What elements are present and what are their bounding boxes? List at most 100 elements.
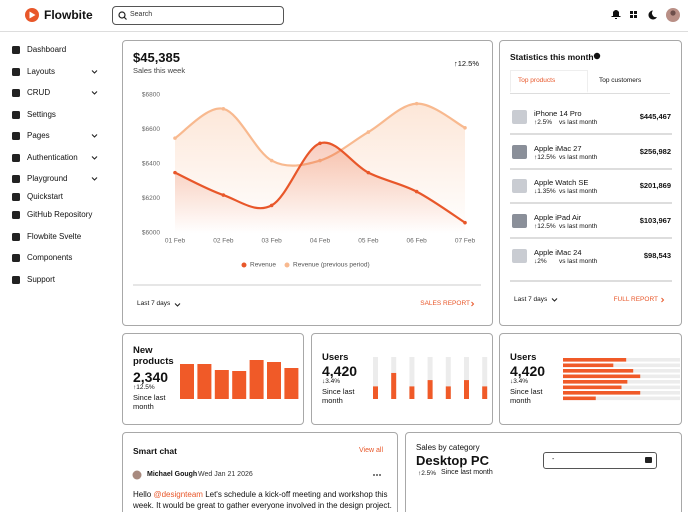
product-thumb <box>512 214 527 228</box>
card-title: Users <box>322 352 349 363</box>
link-arrow <box>471 301 475 307</box>
search-box[interactable] <box>112 6 284 25</box>
select-value[interactable]: - <box>552 456 555 463</box>
legend-marker <box>284 262 290 268</box>
sales-report-link[interactable]: SALES REPORT <box>420 300 470 307</box>
y-tick-label: $6000 <box>142 230 160 237</box>
data-point <box>414 189 419 194</box>
data-point <box>269 158 274 163</box>
product-change: ↑12.5% <box>534 154 556 161</box>
tab[interactable]: Top products <box>518 77 556 84</box>
product-price: $98,543 <box>643 251 671 260</box>
x-tick-label: 03 Feb <box>262 238 283 245</box>
card-note: Since last month <box>133 393 166 411</box>
card-value: 4,420 <box>322 363 358 379</box>
nav-item[interactable]: Authentication <box>27 153 78 162</box>
users-card <box>499 333 682 425</box>
brand-name: Flowbite <box>44 8 93 22</box>
bar-track <box>373 357 378 399</box>
stats-title: Statistics this month <box>510 52 594 62</box>
data-point <box>173 136 177 140</box>
nav-item[interactable]: Dashboard <box>27 45 67 54</box>
chevron <box>91 91 98 95</box>
nav-item[interactable]: Components <box>27 253 73 262</box>
card-title: Users <box>510 352 537 363</box>
product-note: vs last month <box>559 154 598 161</box>
chevron <box>91 70 98 74</box>
data-point <box>269 203 274 208</box>
search-placeholder: Search <box>130 11 153 18</box>
view-all-link[interactable]: View all <box>359 447 383 454</box>
nav-item[interactable]: Settings <box>27 110 56 119</box>
active-tab[interactable] <box>510 70 588 93</box>
product-thumb <box>512 179 527 193</box>
card-change: ↓3.4% <box>322 378 341 385</box>
apps-icon <box>634 11 637 14</box>
nav-item[interactable]: Layouts <box>27 67 56 76</box>
bar <box>563 363 614 368</box>
product-change: ↑12.5% <box>534 223 556 230</box>
nav-icon <box>12 211 20 219</box>
date-select[interactable] <box>543 452 657 469</box>
bar <box>373 386 378 399</box>
bell-icon[interactable] <box>611 10 621 19</box>
bar-track <box>409 357 415 399</box>
info-icon[interactable] <box>593 52 601 60</box>
x-tick-label: 02 Feb <box>213 238 234 245</box>
nav-item[interactable]: Support <box>27 275 56 284</box>
nav-item[interactable]: CRUD <box>27 88 51 97</box>
product-change: ↓1.35% <box>534 188 556 195</box>
nav-item[interactable]: Playground <box>27 174 68 183</box>
bar <box>563 369 634 373</box>
bar-track <box>464 357 469 399</box>
chat-message: Let's schedule a kick-off meeting and wo… <box>133 490 392 510</box>
product-price: $103,967 <box>639 216 671 225</box>
search-icon <box>123 16 127 20</box>
product-name: Apple iPad Air <box>534 213 582 222</box>
nav-icon <box>12 276 20 284</box>
card-change: ↑12.5% <box>133 384 155 391</box>
data-point <box>173 170 177 175</box>
data-point <box>318 141 322 146</box>
bar-track <box>482 357 488 399</box>
nav-icon <box>12 89 20 97</box>
period-select[interactable]: Last 7 days <box>514 296 548 303</box>
y-tick-label: $6400 <box>142 161 160 168</box>
data-point <box>221 193 226 197</box>
card-change: ↓3.4% <box>510 378 529 385</box>
chat-mention[interactable]: @designteam <box>153 490 203 499</box>
x-tick-label: 04 Feb <box>310 238 331 245</box>
nav-icon <box>12 154 20 162</box>
chat-message: Hello @designteam Let's schedule a kick-… <box>133 489 393 511</box>
nav-item[interactable]: Quickstart <box>27 192 64 201</box>
more-icon <box>376 474 378 476</box>
product-price: $256,982 <box>639 147 671 156</box>
bar <box>563 374 641 379</box>
bar-track <box>445 357 451 399</box>
more-icon <box>379 474 381 476</box>
chat-author: Michael Gough <box>147 471 198 478</box>
card-note: Since last month <box>322 387 355 405</box>
product-price: $201,869 <box>639 181 671 190</box>
product-change: ↑2.5% <box>534 119 553 126</box>
x-tick-label: 01 Feb <box>165 238 186 245</box>
sales-value: $45,385 <box>133 50 180 65</box>
bar <box>391 372 397 399</box>
bar <box>563 396 596 401</box>
apps-icon[interactable] <box>630 11 633 14</box>
period-select[interactable]: Last 7 days <box>137 300 171 307</box>
category-card <box>405 432 682 512</box>
bar <box>409 386 415 399</box>
theme-icon[interactable] <box>648 10 657 20</box>
nav-icon <box>12 111 20 119</box>
nav-item[interactable]: GitHub Repository <box>27 210 93 219</box>
chat-title: Smart chat <box>133 446 177 456</box>
product-note: vs last month <box>559 223 598 230</box>
bar-track <box>427 357 433 399</box>
nav-icon <box>12 193 20 201</box>
nav-item[interactable]: Pages <box>27 131 50 140</box>
full-report-link[interactable]: FULL REPORT <box>613 296 658 303</box>
tab[interactable]: Top customers <box>599 77 642 84</box>
nav-item[interactable]: Flowbite Svelte <box>27 232 82 241</box>
